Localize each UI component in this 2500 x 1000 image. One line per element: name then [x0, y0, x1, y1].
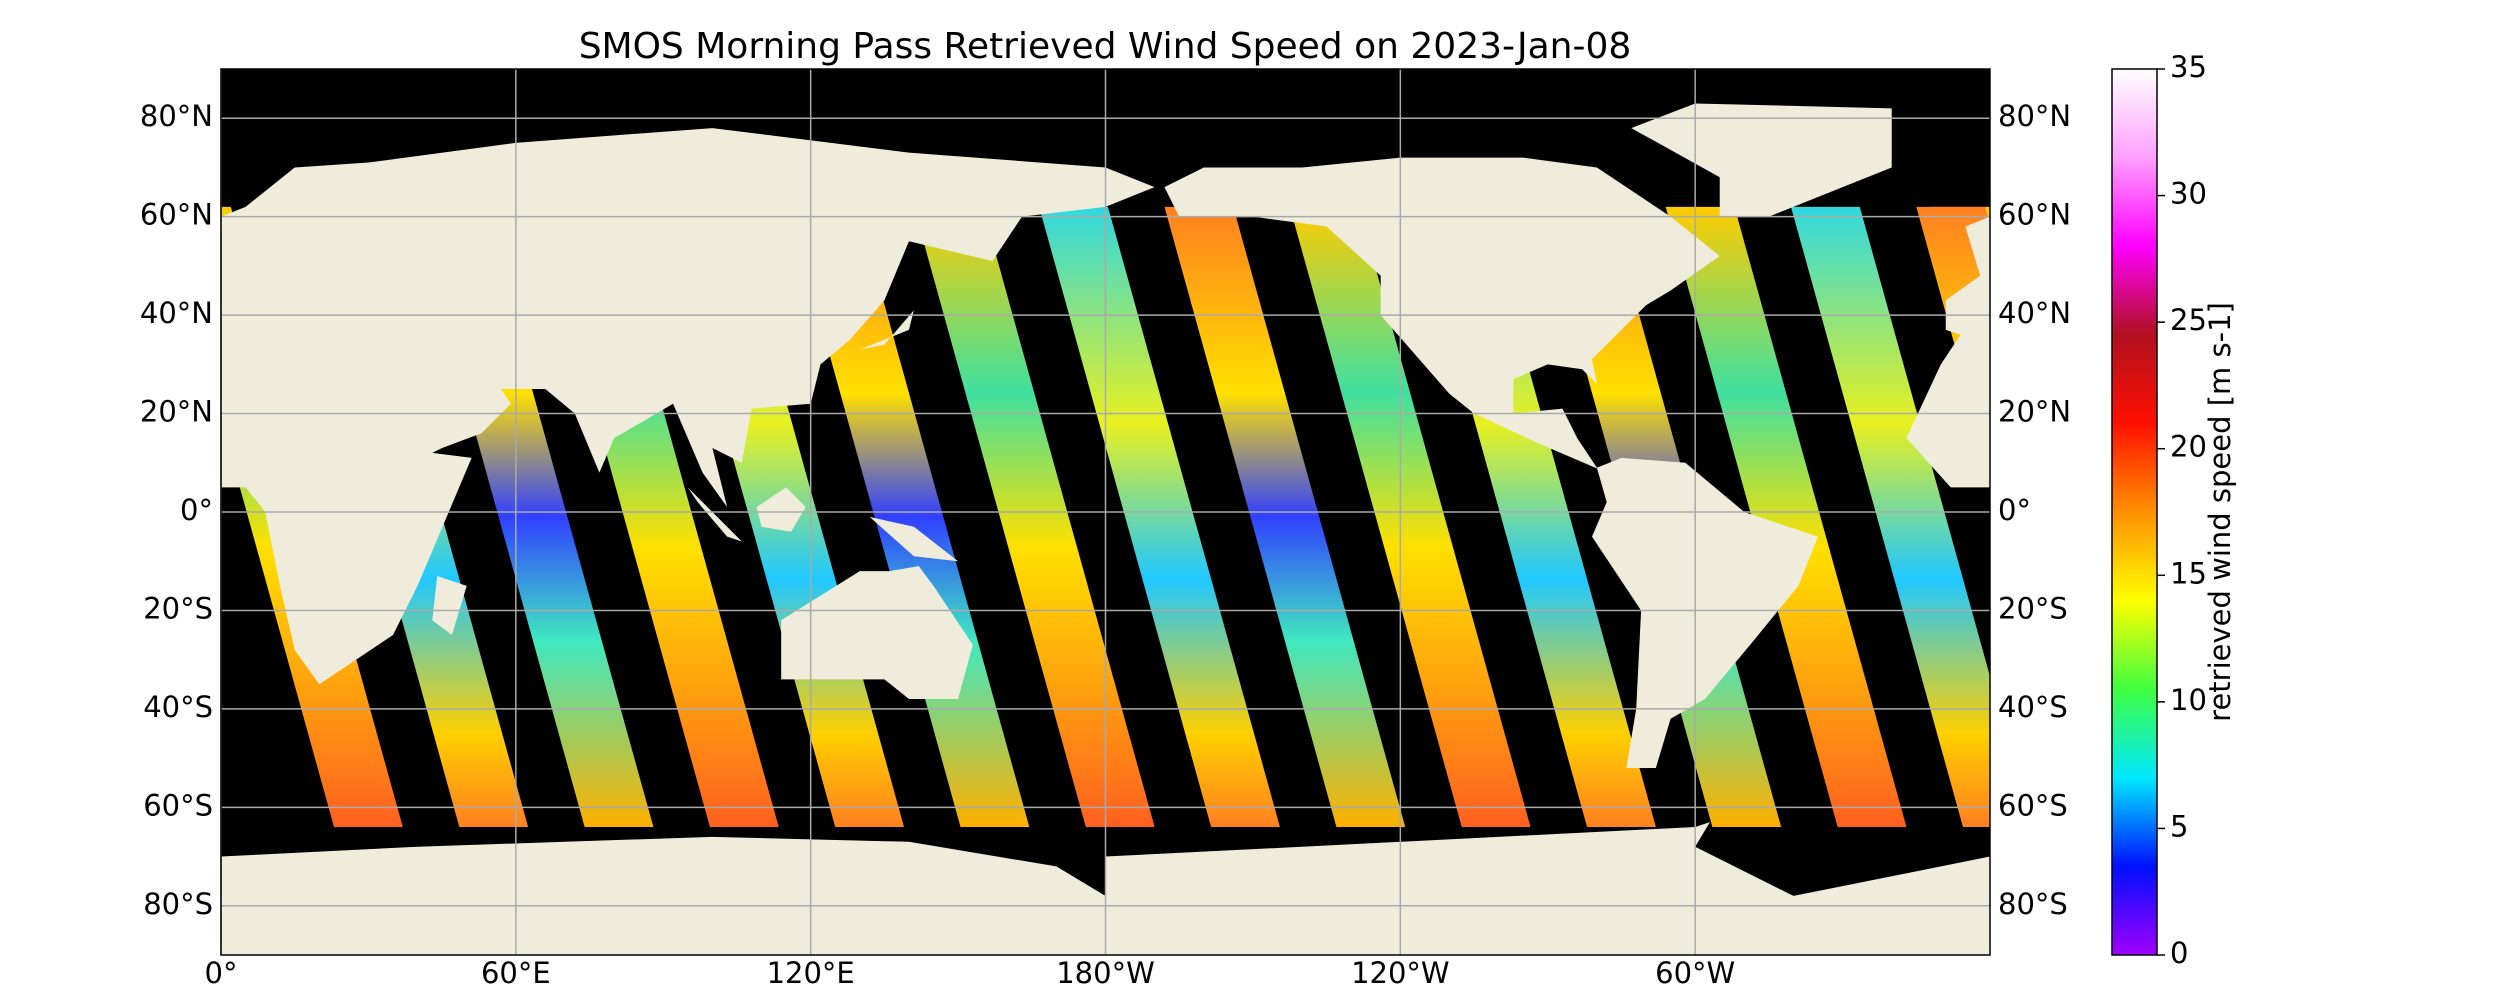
swath — [1164, 206, 1406, 828]
land-shape — [756, 487, 806, 532]
lat-tick-label-right: 40°N — [1998, 296, 2071, 330]
lat-tick-label: 80°S — [143, 887, 213, 921]
swath — [1039, 206, 1280, 828]
colorbar — [2111, 68, 2158, 956]
swath — [1790, 206, 1990, 828]
colorbar-tick-label: 0 — [2170, 936, 2188, 970]
land-shape — [0, 103, 123, 216]
map-title: SMOS Morning Pass Retrieved Wind Speed o… — [579, 26, 1632, 67]
swath — [2432, 207, 2500, 827]
lat-tick-label: 60°N — [140, 198, 213, 232]
colorbar-label: retrieved wind speed [m s-1] — [2203, 302, 2237, 722]
swath — [2056, 207, 2297, 827]
colorbar-tick-label: 30 — [2170, 177, 2207, 211]
land-shape — [221, 836, 1106, 955]
land-shape — [781, 566, 973, 700]
land-shape — [1591, 457, 1819, 768]
swath — [788, 206, 1030, 828]
lat-tick-label: 20°N — [140, 395, 213, 429]
lon-tick-label: 180°W — [1056, 956, 1155, 990]
lat-tick-label: 0° — [180, 493, 213, 527]
lat-tick-label-right: 0° — [1998, 493, 2031, 527]
swath — [913, 206, 1155, 828]
lat-tick-label: 40°S — [143, 690, 213, 724]
colorbar-tick-label: 25 — [2170, 303, 2207, 337]
colorbar-tick-label: 15 — [2170, 556, 2207, 590]
land-shape — [859, 290, 919, 350]
land-shape — [687, 487, 742, 542]
swath — [1665, 206, 1907, 828]
land-shape — [221, 128, 1155, 685]
land-shape — [2457, 487, 2500, 541]
lat-tick-label-right: 80°N — [1998, 99, 2071, 133]
land-shape — [1906, 216, 1990, 488]
colorbar-tick-label: 35 — [2170, 50, 2207, 84]
land-shape — [1631, 103, 1892, 217]
swath — [1916, 206, 1990, 473]
lat-tick-label: 60°S — [143, 788, 213, 822]
lat-tick-label-right: 40°S — [1998, 690, 2068, 724]
land-shape — [869, 516, 959, 562]
map-frame — [220, 68, 1991, 956]
lat-tick-label-right: 60°S — [1998, 788, 2068, 822]
lon-tick-label: 0° — [205, 956, 238, 990]
land-shape — [432, 575, 467, 636]
colorbar-tick-label: 20 — [2170, 430, 2207, 464]
colorbar-tick-label: 10 — [2170, 683, 2207, 717]
lat-tick-label: 20°S — [143, 591, 213, 625]
swath — [1289, 206, 1531, 828]
lat-tick-label-right: 60°N — [1998, 198, 2071, 232]
grid — [220, 69, 1990, 955]
land-shape — [0, 458, 49, 768]
lat-tick-label: 40°N — [140, 296, 213, 330]
swath — [2307, 207, 2500, 827]
lon-tick-label: 60°E — [481, 956, 551, 990]
lat-tick-label-right: 20°S — [1998, 591, 2068, 625]
lon-tick-label: 120°W — [1351, 956, 1450, 990]
land-shape — [1105, 822, 1990, 955]
lat-tick-label-right: 20°N — [1998, 395, 2071, 429]
lon-tick-label: 120°E — [767, 956, 855, 990]
lon-tick-label: 60°W — [1655, 956, 1735, 990]
lat-tick-label-right: 80°S — [1998, 887, 2068, 921]
colorbar-tick-label: 5 — [2170, 809, 2188, 843]
lat-tick-label: 80°N — [140, 99, 213, 133]
